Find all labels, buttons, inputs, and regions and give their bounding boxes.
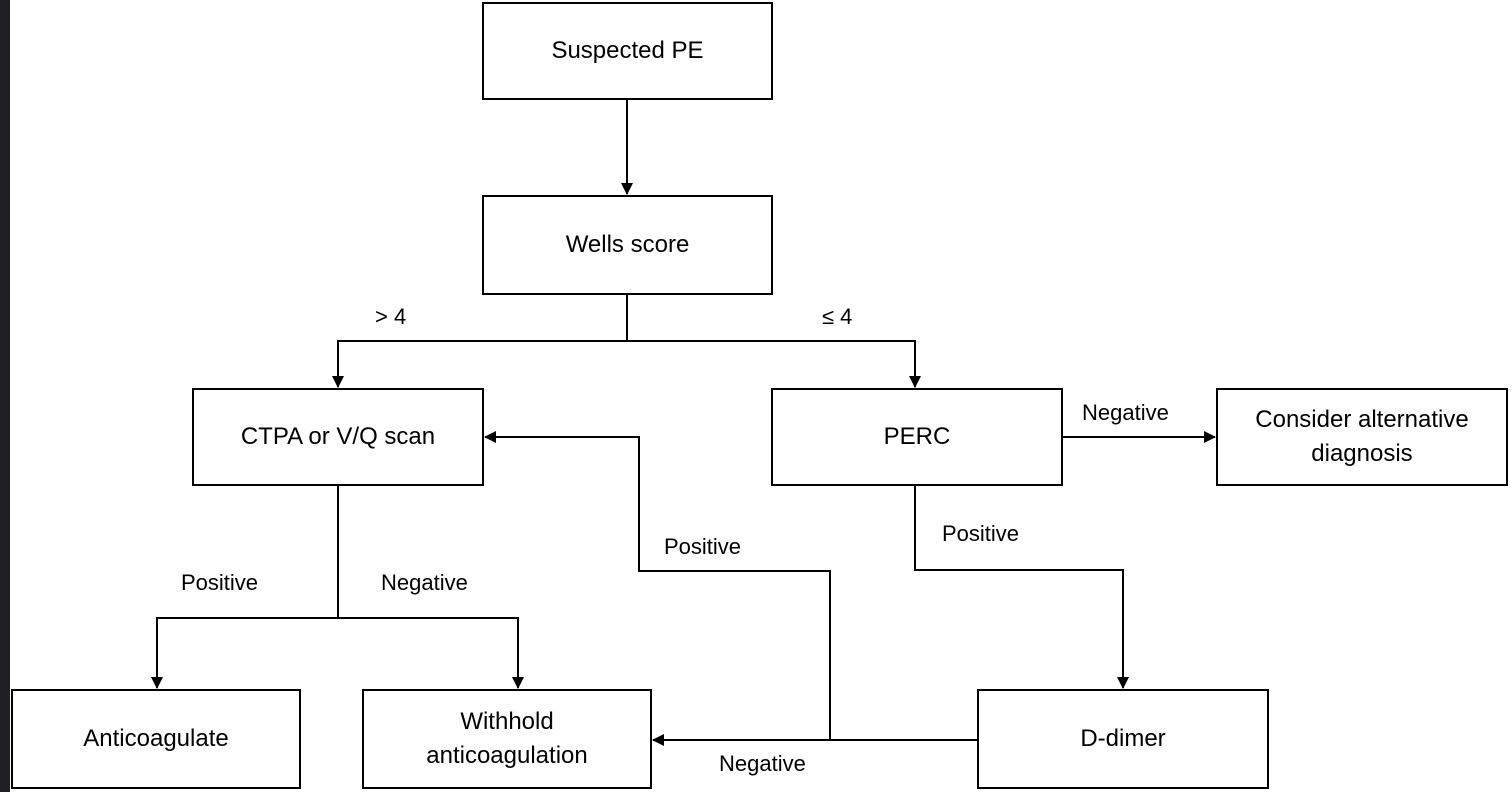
node-perc: PERC [771,388,1063,486]
node-d-dimer: D-dimer [977,689,1269,789]
edge-label-perc-positive: Positive [942,521,1020,546]
connector-layer [151,100,1216,746]
edge-perc-to-ddimer [914,486,1129,689]
edge-label-wells-high: > 4 [375,304,407,329]
node-withhold-anticoagulation: Withhold anticoagulation [362,689,652,789]
edge-label-perc-negative: Negative [1082,400,1169,425]
node-d-dimer-label: D-dimer [1080,725,1166,752]
node-anticoagulate-label: Anticoagulate [83,725,229,752]
node-consider-alternative: Consider alternative diagnosis [1216,388,1508,486]
node-ctpa-vq-scan: CTPA or V/Q scan [192,388,484,486]
node-perc-label: PERC [883,423,951,450]
node-suspected-pe: Suspected PE [482,2,773,100]
edge-ctpa-to-withhold [338,617,524,689]
edge-label-ddimer-negative: Negative [719,751,806,776]
edge-ddimer-to-ctpa [484,431,831,740]
edge-wells-to-ctpa [332,340,627,388]
node-suspected-pe-label: Suspected PE [551,37,704,64]
edge-ctpa-to-anticoagulate [151,617,338,689]
node-anticoagulate: Anticoagulate [11,689,301,789]
node-withhold-anticoagulation-label: Withhold anticoagulation [426,708,588,769]
node-wells-score-label: Wells score [565,231,690,258]
edge-label-ddimer-positive: Positive [664,534,742,559]
flowchart-canvas: Suspected PE Wells score CTPA or V/Q sca… [10,0,1512,792]
window-edge [0,0,10,792]
node-ctpa-vq-scan-label: CTPA or V/Q scan [240,423,436,450]
edge-label-ctpa-negative: Negative [381,570,468,595]
edge-wells-to-perc [627,340,921,388]
edge-label-ctpa-positive: Positive [181,570,259,595]
node-wells-score: Wells score [482,195,773,295]
node-consider-alternative-label: Consider alternative diagnosis [1255,406,1469,467]
edge-label-wells-low: ≤ 4 [822,304,853,329]
